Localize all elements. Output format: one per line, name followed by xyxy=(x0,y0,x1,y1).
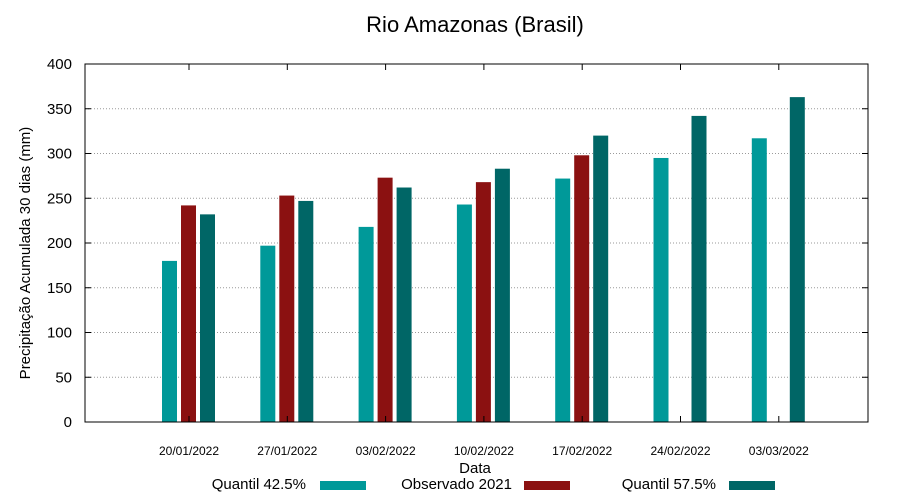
bar-observado-2021-2 xyxy=(377,177,393,422)
y-tick-label: 0 xyxy=(64,414,72,431)
x-tick-label: 17/02/2022 xyxy=(552,444,612,458)
bar-observado-2021-0 xyxy=(181,205,196,422)
y-tick-label: 400 xyxy=(47,56,72,73)
bar-quantil-42-5--0 xyxy=(162,260,177,422)
y-tick-label: 250 xyxy=(47,190,72,207)
x-tick-label: 20/01/2022 xyxy=(159,444,219,458)
bar-quantil-42-5--4 xyxy=(555,178,571,422)
y-tick-label: 100 xyxy=(47,325,72,342)
legend-swatch xyxy=(729,481,775,490)
bar-observado-2021-1 xyxy=(279,195,295,422)
bar-quantil-42-5--1 xyxy=(260,245,276,422)
y-tick-label: 150 xyxy=(47,280,72,297)
bar-observado-2021-4 xyxy=(574,155,590,423)
x-tick-label: 03/03/2022 xyxy=(749,444,809,458)
chart-title: Rio Amazonas (Brasil) xyxy=(366,12,584,37)
legend-label: Quantil 42.5% xyxy=(212,476,306,493)
y-tick-label: 50 xyxy=(55,369,72,386)
bar-quantil-57-5--4 xyxy=(593,135,609,422)
legend-label: Quantil 57.5% xyxy=(622,476,716,493)
bar-observado-2021-3 xyxy=(475,182,491,422)
x-tick-label: 03/02/2022 xyxy=(356,444,416,458)
x-axis-label: Data xyxy=(459,460,491,477)
bar-quantil-42-5--3 xyxy=(456,204,472,422)
bar-quantil-57-5--6 xyxy=(789,97,805,423)
y-tick-label: 350 xyxy=(47,101,72,118)
y-axis-label: Precipitação Acumulada 30 dias (mm) xyxy=(17,127,34,380)
bar-quantil-57-5--1 xyxy=(298,200,314,422)
bar-quantil-57-5--5 xyxy=(691,115,707,422)
legend-label: Observado 2021 xyxy=(401,476,512,493)
legend-swatch xyxy=(320,481,366,490)
bar-quantil-42-5--2 xyxy=(358,226,374,422)
x-tick-label: 27/01/2022 xyxy=(257,444,317,458)
bar-quantil-57-5--2 xyxy=(396,187,412,422)
plot-frame xyxy=(84,63,869,423)
legend: Quantil 42.5% Observado 2021 Quantil 57.5% xyxy=(212,476,775,493)
legend-swatch xyxy=(524,481,570,490)
bar-quantil-57-5--0 xyxy=(200,214,215,422)
bar-quantil-57-5--3 xyxy=(494,168,510,422)
y-axis-ticks: 0 50 100 150 200 250 300 350 400 xyxy=(47,56,868,431)
x-tick-label: 10/02/2022 xyxy=(454,444,514,458)
bar-quantil-42-5--6 xyxy=(751,138,767,422)
x-tick-label: 24/02/2022 xyxy=(650,444,710,458)
bar-quantil-42-5--5 xyxy=(653,157,669,422)
y-tick-label: 200 xyxy=(47,235,72,252)
bars xyxy=(162,97,805,423)
y-tick-label: 300 xyxy=(47,146,72,163)
x-axis-ticks: 20/01/2022 27/01/2022 03/02/2022 10/02/2022… xyxy=(159,64,809,458)
